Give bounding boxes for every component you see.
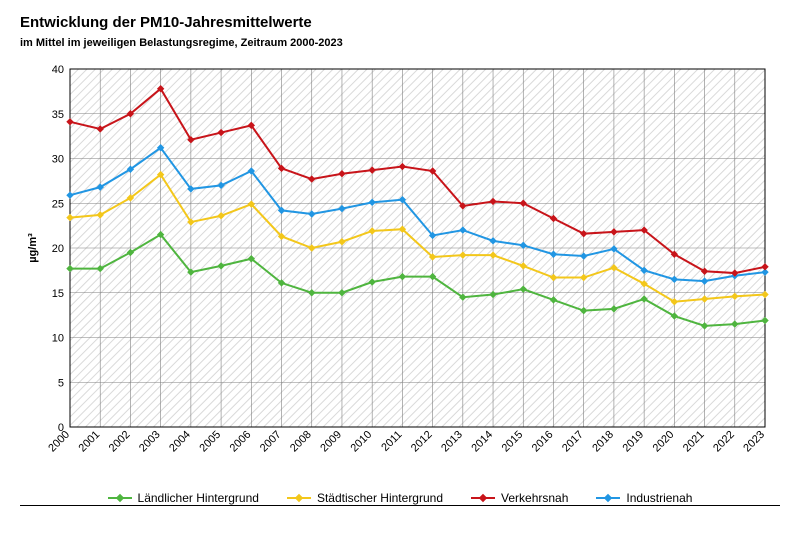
chart-area: 0510152025303540200020012002200320042005… bbox=[20, 59, 780, 489]
svg-text:2001: 2001 bbox=[77, 429, 103, 455]
svg-text:2019: 2019 bbox=[620, 429, 646, 455]
legend-swatch bbox=[471, 497, 495, 499]
svg-text:2021: 2021 bbox=[681, 429, 707, 455]
legend-item: Ländlicher Hintergrund bbox=[108, 491, 259, 505]
svg-text:25: 25 bbox=[52, 198, 64, 210]
svg-text:2018: 2018 bbox=[590, 429, 616, 455]
svg-text:2010: 2010 bbox=[348, 429, 374, 455]
legend-swatch bbox=[108, 497, 132, 499]
legend-label: Verkehrsnah bbox=[501, 491, 568, 505]
legend-swatch bbox=[287, 497, 311, 499]
chart-container: Entwicklung der PM10-Jahresmittelwerte i… bbox=[0, 0, 800, 550]
legend-label: Industrienah bbox=[626, 491, 692, 505]
svg-text:2004: 2004 bbox=[167, 429, 193, 455]
svg-text:2008: 2008 bbox=[288, 429, 314, 455]
svg-text:2014: 2014 bbox=[469, 429, 495, 455]
svg-text:2020: 2020 bbox=[651, 429, 677, 455]
legend-label: Ländlicher Hintergrund bbox=[138, 491, 259, 505]
bottom-rule bbox=[20, 505, 780, 506]
svg-text:20: 20 bbox=[52, 243, 64, 255]
legend-swatch bbox=[596, 497, 620, 499]
svg-text:5: 5 bbox=[58, 377, 64, 389]
svg-text:2017: 2017 bbox=[560, 429, 586, 455]
svg-text:2016: 2016 bbox=[530, 429, 556, 455]
legend: Ländlicher Hintergrund Städtischer Hinter… bbox=[20, 491, 780, 505]
legend-item: Städtischer Hintergrund bbox=[287, 491, 443, 505]
svg-text:10: 10 bbox=[52, 333, 64, 345]
svg-text:2009: 2009 bbox=[318, 429, 344, 455]
chart-subtitle: im Mittel im jeweiligen Belastungsregime… bbox=[20, 37, 780, 49]
svg-text:2013: 2013 bbox=[439, 429, 465, 455]
svg-text:30: 30 bbox=[52, 154, 64, 166]
legend-label: Städtischer Hintergrund bbox=[317, 491, 443, 505]
svg-text:2006: 2006 bbox=[228, 429, 254, 455]
svg-text:35: 35 bbox=[52, 109, 64, 121]
svg-text:2002: 2002 bbox=[107, 429, 133, 455]
svg-text:2011: 2011 bbox=[379, 429, 404, 454]
legend-item: Verkehrsnah bbox=[471, 491, 568, 505]
svg-text:2005: 2005 bbox=[197, 429, 223, 455]
line-chart: 0510152025303540200020012002200320042005… bbox=[20, 59, 780, 489]
svg-text:µg/m³: µg/m³ bbox=[27, 233, 39, 263]
svg-text:2007: 2007 bbox=[258, 429, 284, 455]
svg-text:2023: 2023 bbox=[741, 429, 767, 455]
svg-text:2003: 2003 bbox=[137, 429, 163, 455]
svg-text:2012: 2012 bbox=[409, 429, 435, 455]
svg-text:2022: 2022 bbox=[711, 429, 737, 455]
svg-text:2000: 2000 bbox=[46, 429, 72, 455]
chart-title: Entwicklung der PM10-Jahresmittelwerte bbox=[20, 14, 780, 31]
svg-text:15: 15 bbox=[52, 288, 64, 300]
legend-item: Industrienah bbox=[596, 491, 692, 505]
svg-text:40: 40 bbox=[52, 64, 64, 76]
svg-text:2015: 2015 bbox=[500, 429, 526, 455]
